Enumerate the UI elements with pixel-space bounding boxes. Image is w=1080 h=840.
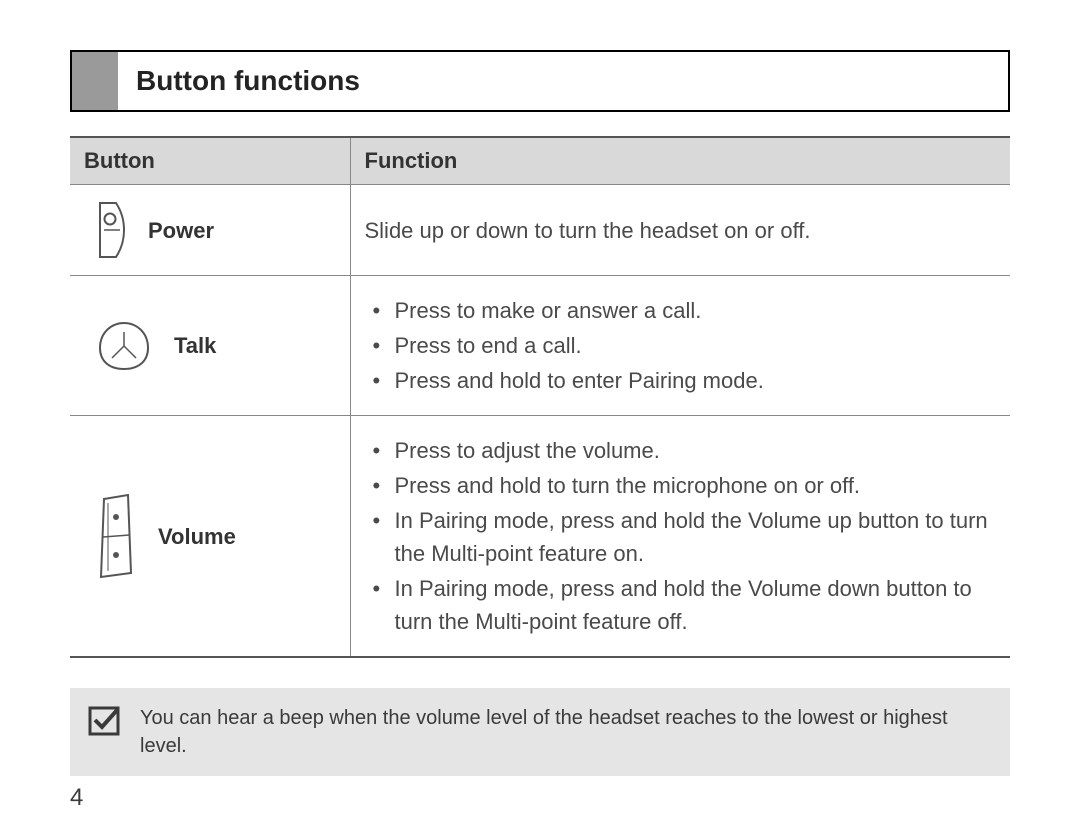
talk-label: Talk <box>174 329 216 362</box>
volume-function-list: Press to adjust the volume. Press and ho… <box>365 434 997 638</box>
power-label: Power <box>148 214 214 247</box>
list-item: Press and hold to enter Pairing mode. <box>369 364 997 397</box>
note-text: You can hear a beep when the volume leve… <box>140 704 992 760</box>
table-row: Talk Press to make or answer a call. Pre… <box>70 276 1010 416</box>
talk-button-icon <box>96 320 152 372</box>
note-box: You can hear a beep when the volume leve… <box>70 688 1010 776</box>
section-title: Button functions <box>118 52 1008 110</box>
volume-button-icon <box>96 493 136 579</box>
column-header-button: Button <box>70 137 350 185</box>
list-item: Press and hold to turn the microphone on… <box>369 469 997 502</box>
power-function: Slide up or down to turn the headset on … <box>350 185 1010 276</box>
page-number: 4 <box>70 784 83 812</box>
list-item: In Pairing mode, press and hold the Volu… <box>369 504 997 570</box>
list-item: Press to end a call. <box>369 329 997 362</box>
column-header-function: Function <box>350 137 1010 185</box>
power-switch-icon <box>96 201 126 259</box>
list-item: Press to make or answer a call. <box>369 294 997 327</box>
talk-function-list: Press to make or answer a call. Press to… <box>365 294 997 397</box>
volume-label: Volume <box>158 520 236 553</box>
table-row: Power Slide up or down to turn the heads… <box>70 185 1010 276</box>
list-item: Press to adjust the volume. <box>369 434 997 467</box>
section-header: Button functions <box>70 50 1010 112</box>
section-header-tab <box>72 52 118 110</box>
table-row: Volume Press to adjust the volume. Press… <box>70 416 1010 658</box>
list-item: In Pairing mode, press and hold the Volu… <box>369 572 997 638</box>
checkmark-icon <box>88 706 120 736</box>
button-functions-table: Button Function Power Slide up or dow <box>70 136 1010 658</box>
